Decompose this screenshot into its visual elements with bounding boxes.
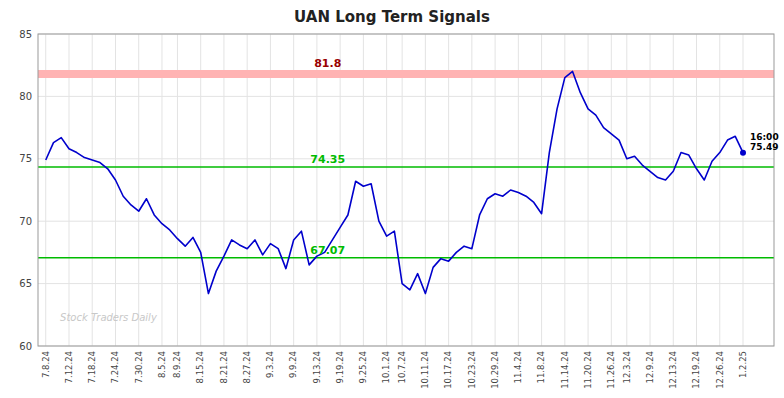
x-tick-label: 8.21.24 [219, 351, 229, 383]
x-tick-label: 12.9.24 [645, 351, 655, 383]
x-tick-label: 12.26.24 [715, 351, 725, 389]
price-line [46, 71, 743, 293]
x-tick-label: 11.14.24 [560, 351, 570, 389]
x-grid-line [340, 34, 341, 346]
y-tick-label: 75 [19, 153, 32, 164]
x-tick-label: 10.11.24 [420, 351, 430, 389]
y-tick-label: 70 [19, 216, 32, 227]
x-grid-line [743, 34, 744, 346]
x-tick-label: 8.5.24 [157, 351, 167, 378]
x-tick-label: 7.8.24 [41, 351, 51, 378]
x-grid-line [161, 34, 162, 346]
chart: UAN Long Term Signals 60 65 70 75 80 85 7.8.24 7… [0, 0, 784, 398]
x-grid-line [386, 34, 387, 346]
y-tick-label: 60 [19, 341, 32, 352]
x-grid-line [673, 34, 674, 346]
x-grid-line [626, 34, 627, 346]
level-label: 81.8 [314, 57, 341, 70]
x-tick-label: 12.3.24 [622, 351, 632, 383]
y-tick-label: 80 [19, 91, 32, 102]
note-line: 16:00 [750, 132, 779, 142]
y-grid-line [38, 96, 774, 97]
last-point [740, 150, 746, 156]
x-tick-label: 10.17.24 [443, 351, 453, 389]
x-tick-label: 9.13.24 [312, 351, 322, 383]
x-tick-label: 11.4.24 [513, 351, 523, 383]
x-grid-line [293, 34, 294, 346]
x-grid-line [68, 34, 69, 346]
note-line: 75.49 [750, 142, 778, 152]
x-grid-line [92, 34, 93, 346]
plot-frame [38, 34, 774, 346]
x-tick-label: 8.9.24 [172, 351, 182, 378]
level-label: 74.35 [310, 153, 345, 166]
x-tick-label: 10.7.24 [397, 351, 407, 383]
last-price-note: 16:0075.49 [750, 132, 779, 152]
x-tick-label: 8.27.24 [242, 351, 252, 383]
x-grid-line [611, 34, 612, 346]
x-grid-line [425, 34, 426, 346]
x-tick-label: 12.19.24 [691, 351, 701, 389]
plot-area [38, 71, 774, 293]
x-grid-line [719, 34, 720, 346]
x-tick-label: 11.8.24 [536, 351, 546, 383]
x-tick-label: 7.12.24 [64, 351, 74, 383]
x-grid-line [363, 34, 364, 346]
y-grid-line [38, 158, 774, 159]
x-tick-label: 7.18.24 [87, 351, 97, 383]
x-grid-line [650, 34, 651, 346]
x-grid-line [247, 34, 248, 346]
x-grid-line [200, 34, 201, 346]
y-grid-line [38, 283, 774, 284]
x-grid-line [115, 34, 116, 346]
x-tick-label: 8.15.24 [195, 351, 205, 383]
support-line [38, 166, 774, 168]
x-grid-line [402, 34, 403, 346]
resistance-line [38, 70, 774, 78]
level-label: 67.07 [310, 244, 345, 257]
x-tick-label: 7.24.24 [110, 351, 120, 383]
x-tick-label: 7.30.24 [134, 351, 144, 383]
x-tick-label: 11.20.24 [583, 351, 593, 389]
x-tick-label: 9.25.24 [358, 351, 368, 383]
x-tick-label: 11.26.24 [606, 351, 616, 389]
x-grid-line [270, 34, 271, 346]
x-grid-line [541, 34, 542, 346]
title: UAN Long Term Signals [294, 8, 490, 26]
grid [38, 34, 774, 346]
x-grid-line [316, 34, 317, 346]
x-grid-line [45, 34, 46, 346]
x-tick-label: 1.2.25 [738, 351, 748, 378]
x-grid-line [177, 34, 178, 346]
x-grid-line [696, 34, 697, 346]
x-grid-line [495, 34, 496, 346]
x-grid-line [471, 34, 472, 346]
y-tick-label: 85 [19, 29, 32, 40]
x-tick-label: 10.1.24 [381, 351, 391, 383]
y-tick-label: 65 [19, 278, 32, 289]
x-grid-line [138, 34, 139, 346]
x-tick-label: 9.19.24 [335, 351, 345, 383]
x-grid-line [223, 34, 224, 346]
x-tick-label: 12.13.24 [668, 351, 678, 389]
x-grid-line [588, 34, 589, 346]
y-grid-line [38, 221, 774, 222]
x-tick-label: 9.9.24 [288, 351, 298, 378]
x-tick-label: 10.29.24 [490, 351, 500, 389]
x-tick-label: 10.23.24 [467, 351, 477, 389]
x-tick-label: 9.3.24 [265, 351, 275, 378]
watermark: Stock Traders Daily [60, 312, 158, 323]
support-line [38, 257, 774, 259]
x-grid-line [448, 34, 449, 346]
x-grid-line [518, 34, 519, 346]
